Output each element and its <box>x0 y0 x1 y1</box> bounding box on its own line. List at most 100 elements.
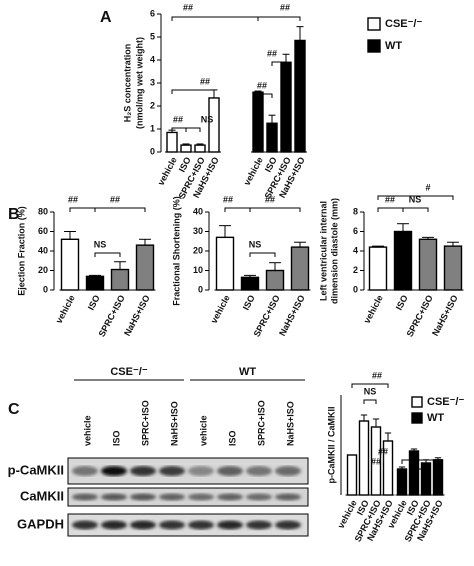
row-label: GAPDH <box>17 516 64 531</box>
y-tick-label: 10 <box>193 265 203 275</box>
x-tick-label: vehicle <box>54 293 77 325</box>
bracket <box>257 93 273 98</box>
bracket <box>401 459 439 464</box>
y-tick-label: 40 <box>38 245 48 255</box>
y-axis-label: dimension diastole (mm) <box>329 198 339 304</box>
bar <box>266 122 278 153</box>
blot-band <box>130 520 156 530</box>
annotation: NS <box>409 194 422 204</box>
bar <box>393 230 413 291</box>
y-tick-label: 8 <box>353 206 358 216</box>
bracket <box>94 207 146 212</box>
annotation: ## <box>257 80 267 90</box>
annotation: NS <box>364 386 377 396</box>
blot-band <box>159 466 185 476</box>
bar <box>432 459 444 496</box>
legend-swatch <box>411 396 423 408</box>
annotation: NS <box>249 239 262 249</box>
lane-label: ISO <box>111 430 121 446</box>
annotation: ## <box>267 48 277 58</box>
blot-band <box>130 466 156 476</box>
bracket <box>271 61 287 66</box>
blot-band <box>275 520 301 530</box>
lane-label: vehicle <box>198 415 208 446</box>
bar <box>208 97 220 153</box>
y-tick-label: 6 <box>150 8 155 18</box>
y-tick-label: 3 <box>150 77 155 87</box>
y-tick-label: 0 <box>198 284 203 294</box>
blot-band <box>188 493 214 501</box>
x-tick-label: vehicle <box>242 155 265 187</box>
annotation: NS <box>94 239 107 249</box>
blot-band <box>188 466 214 476</box>
blot-band <box>217 520 243 530</box>
row-label: p-CaMKII <box>8 462 64 477</box>
y-tick-label: 20 <box>38 265 48 275</box>
bracket <box>377 195 454 200</box>
legend-label: WT <box>427 412 444 424</box>
bar <box>194 144 206 153</box>
y-tick-label: 4 <box>150 54 155 64</box>
bracket <box>224 207 251 212</box>
lane-label: ISO <box>227 430 237 446</box>
blot-band <box>188 520 214 530</box>
blot-band <box>130 493 156 501</box>
bar <box>370 426 382 496</box>
bar <box>420 462 432 496</box>
y-axis-label: H₂S concentration <box>122 44 132 123</box>
y-tick-label: 0 <box>43 284 48 294</box>
annotation: ## <box>200 76 210 86</box>
panel-label: C <box>8 401 20 418</box>
legend-swatch <box>411 412 423 424</box>
bar <box>396 468 408 496</box>
group-label: CSE⁻/⁻ <box>110 366 147 378</box>
lane-label: NaHS+ISO <box>285 401 295 446</box>
bar <box>85 275 105 291</box>
blot-band <box>217 493 243 501</box>
y-tick-label: 5 <box>150 31 155 41</box>
y-axis-label: p-CaMKII / CaMKII <box>326 406 336 483</box>
y-tick-label: 2 <box>150 100 155 110</box>
blot-band <box>275 466 301 476</box>
row-label: CaMKII <box>20 488 64 503</box>
panel-label: B <box>8 206 20 223</box>
bracket <box>363 399 377 404</box>
annotation: ## <box>280 2 290 12</box>
bar <box>280 61 292 153</box>
bracket <box>413 468 427 473</box>
blot-band <box>101 493 127 501</box>
y-tick-label: 4 <box>353 245 358 255</box>
x-tick-label: ISO <box>394 293 410 311</box>
lane-label: NaHS+ISO <box>169 401 179 446</box>
annotation: # <box>425 182 430 192</box>
blot-band <box>246 493 272 501</box>
bar <box>166 131 178 153</box>
bar <box>443 245 463 291</box>
bar <box>368 246 388 291</box>
legend-label: CSE⁻/⁻ <box>427 396 464 408</box>
chart: p-CaMKII / CaMKIIvehicleISOSPRC+ISONaHS+… <box>326 370 464 543</box>
annotation: ## <box>265 194 275 204</box>
bar <box>418 238 438 291</box>
y-tick-label: 60 <box>38 226 48 236</box>
bar <box>180 144 192 153</box>
bar <box>252 91 264 153</box>
blot-band <box>72 466 98 476</box>
bar <box>110 268 130 291</box>
y-axis-label: (nmol/mg wet weight) <box>134 37 144 129</box>
bar <box>215 236 235 291</box>
y-tick-label: 6 <box>353 226 358 236</box>
bar <box>290 246 310 291</box>
bracket <box>402 207 429 212</box>
group-label: WT <box>239 366 256 378</box>
annotation: ## <box>385 194 395 204</box>
western-blot <box>67 457 309 537</box>
blot-band <box>101 520 127 530</box>
bar <box>346 454 358 496</box>
bracket <box>185 127 201 132</box>
blot-band <box>246 466 272 476</box>
annotation: ## <box>173 114 183 124</box>
annotation: ## <box>372 370 382 380</box>
legend-label: WT <box>385 40 402 52</box>
bar <box>358 420 370 496</box>
